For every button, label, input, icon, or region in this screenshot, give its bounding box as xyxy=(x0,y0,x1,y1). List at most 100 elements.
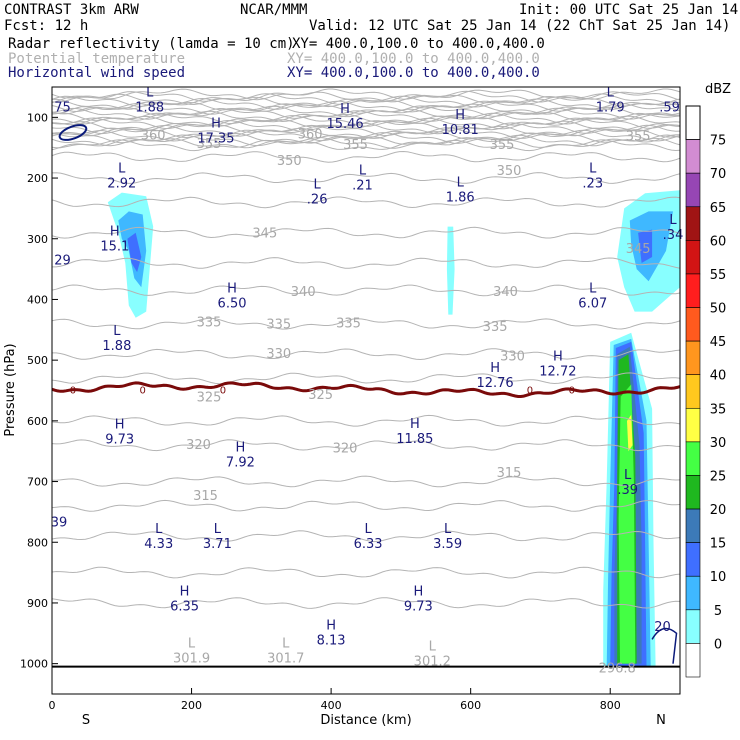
theta-label: 330 xyxy=(266,347,291,362)
y-tick-label: 300 xyxy=(27,233,48,246)
south-label: S xyxy=(82,713,90,728)
colorbar-label: 70 xyxy=(710,167,727,182)
wind-extremum-symbol: H xyxy=(490,361,500,376)
theta-isentrope-27 xyxy=(52,284,680,297)
theta-label: 325 xyxy=(197,391,222,406)
theta-isentrope-25 xyxy=(52,226,680,239)
field-1-name: Radar reflectivity (lamda = 10 cm) xyxy=(8,36,295,52)
y-tick-label: 1000 xyxy=(20,658,48,671)
theta-isentrope-28 xyxy=(52,317,680,330)
wind-speed-label: 7.92 xyxy=(226,456,255,471)
wind-extremum-symbol: H xyxy=(180,584,190,599)
colorbar-segment xyxy=(685,407,701,443)
wind-extremum-symbol: H xyxy=(455,108,465,123)
wind-speed-label: 10.81 xyxy=(442,123,479,138)
colorbar-label: 45 xyxy=(710,335,727,350)
colorbar-segment xyxy=(685,340,701,376)
wind-extremum-symbol: L xyxy=(314,178,322,193)
wind-speed-label: 20 xyxy=(654,620,671,635)
theta-isentrope-32 xyxy=(52,439,680,452)
wind-speed-label: 6.07 xyxy=(578,296,607,311)
theta-label: 335 xyxy=(197,315,222,330)
colorbar-segment xyxy=(685,575,701,611)
forecast-hour: Fcst: 12 h xyxy=(4,18,89,34)
theta-label: 335 xyxy=(483,320,508,335)
wind-extremum-symbol: L xyxy=(444,522,452,537)
wind-extremum-symbol: L xyxy=(457,175,465,190)
axes: 100 200 300 400 500 600 700 800 900 1000 0 200 400 60… xyxy=(20,111,621,712)
theta-label: 360 xyxy=(298,128,323,143)
theta-label: 335 xyxy=(266,318,291,333)
colorbar-label: 50 xyxy=(710,302,727,317)
wind-extremum-symbol: L xyxy=(113,324,121,339)
wind-speed-label: 1.88 xyxy=(135,100,164,115)
wind-speed-label: 15.46 xyxy=(326,117,363,132)
theta-isentrope-24 xyxy=(52,196,680,209)
theta-label: 340 xyxy=(493,285,518,300)
colorbar-label: 65 xyxy=(710,201,727,216)
colorbar-label: 35 xyxy=(710,402,727,417)
y-tick-label: 100 xyxy=(27,111,48,124)
field-2-xy: XY= 400.0,100.0 to 400.0,400.0 xyxy=(287,51,540,67)
reflectivity-region-2 xyxy=(127,232,142,273)
colorbar-label: 60 xyxy=(710,234,727,249)
colorbar-segment xyxy=(685,374,701,409)
wind-speed-label: 1.79 xyxy=(596,100,625,115)
theta-label: 330 xyxy=(500,349,525,364)
theta-isentrope-36 xyxy=(52,566,680,579)
reflectivity-region-6 xyxy=(638,229,653,263)
zero-isotherm-label: 0 xyxy=(140,385,146,396)
y-tick-label: 200 xyxy=(27,172,48,185)
theta-label: 320 xyxy=(186,438,211,453)
colorbar-label: 0 xyxy=(714,637,722,652)
y-axis-label: Pressure (hPa) xyxy=(3,343,18,436)
theta-label: 296.8 xyxy=(599,661,636,676)
theta-isentrope-20 xyxy=(52,136,680,149)
theta-label: 315 xyxy=(193,489,218,504)
wind-contour-small xyxy=(58,124,88,141)
theta-label: 355 xyxy=(490,138,515,153)
colorbar-segment xyxy=(685,508,701,543)
theta-isentrope-37 xyxy=(52,597,680,609)
wind-speed-label: 6.50 xyxy=(218,296,247,311)
colorbar-segment xyxy=(685,206,701,241)
theta-isentrope-33 xyxy=(52,475,680,488)
zero-isotherm-label: 0 xyxy=(70,385,76,396)
reflectivity-region-3 xyxy=(446,226,455,315)
colorbar-segment xyxy=(685,307,701,342)
x-tick-label: 600 xyxy=(460,699,481,712)
wind-extremum-symbol: L xyxy=(155,522,163,537)
wind-contour-corner xyxy=(651,627,678,664)
zero-isotherm-line xyxy=(52,381,680,398)
wind-speed-label: 17.35 xyxy=(197,131,234,146)
wind-extremum-symbol: L xyxy=(146,85,154,100)
theta-label: 335 xyxy=(336,317,361,332)
y-tick-label: 800 xyxy=(27,536,48,549)
field-2-name: Potential temperature xyxy=(8,51,186,67)
colorbar-segment-top xyxy=(685,105,701,141)
theta-isentrope-3 xyxy=(52,95,680,108)
theta-isentrope-29 xyxy=(52,348,680,361)
field-3-xy: XY= 400.0,100.0 to 400.0,400.0 xyxy=(287,65,540,81)
wind-speed-label: 12.76 xyxy=(476,376,513,391)
wind-extremum-symbol: L xyxy=(118,161,126,176)
wind-extremum-symbol: H xyxy=(553,349,563,364)
surface-theta-value: 301.9 xyxy=(173,652,210,667)
wind-speed-label: .34 xyxy=(663,228,684,243)
x-tick-label: 400 xyxy=(321,699,342,712)
theta-isentrope-23 xyxy=(52,172,680,184)
theta-isentrope-8 xyxy=(52,107,680,120)
theta-label: 320 xyxy=(333,442,358,457)
x-tick-label: 800 xyxy=(600,699,621,712)
theta-label: 350 xyxy=(277,154,302,169)
wind-speed-label: .39 xyxy=(617,483,638,498)
wind-speed-label: 9.73 xyxy=(404,599,433,614)
wind-speed-label: 75 xyxy=(54,100,71,115)
colorbar-label: 25 xyxy=(710,469,727,484)
theta-label: 345 xyxy=(252,227,277,242)
colorbar-segment xyxy=(685,441,701,476)
zero-isotherm xyxy=(52,124,680,664)
wind-speed-label: .23 xyxy=(582,176,603,191)
wind-speed-label: 8.13 xyxy=(317,633,346,648)
